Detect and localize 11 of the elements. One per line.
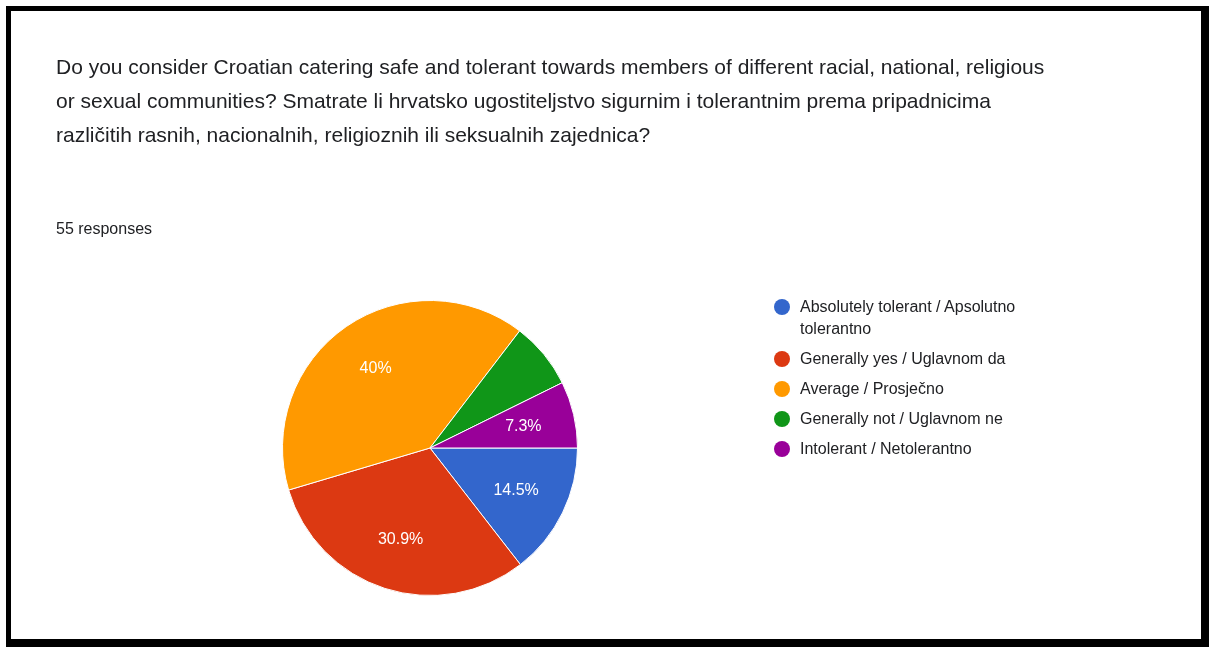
legend-label: Average / Prosječno bbox=[800, 379, 945, 399]
legend-label: Generally not / Uglavnom ne bbox=[800, 409, 1004, 429]
chart-title: Do you consider Croatian catering safe and tolerant towards members of different racial, national, religious or sexual communities? Smatrate li hrvatsko ugostiteljstvo sigurnim i tolerantnim prema pripadnicima različitih rasnih, nacionalnih, religioznih ili seksualnih zajednica? bbox=[56, 54, 1046, 148]
data-label: 7.3% bbox=[505, 416, 542, 434]
data-label: 14.5% bbox=[493, 480, 539, 498]
text: 55 responses bbox=[56, 220, 153, 238]
legend-label: Absolutely tolerant / Apsolutno tolerantno bbox=[800, 297, 1017, 339]
data-label: 40% bbox=[359, 359, 392, 377]
legend-label: Intolerant / Netolerantno bbox=[800, 439, 973, 459]
legend-label: Generally yes / Uglavnom da bbox=[800, 349, 1007, 369]
data-label: 30.9% bbox=[377, 529, 424, 547]
